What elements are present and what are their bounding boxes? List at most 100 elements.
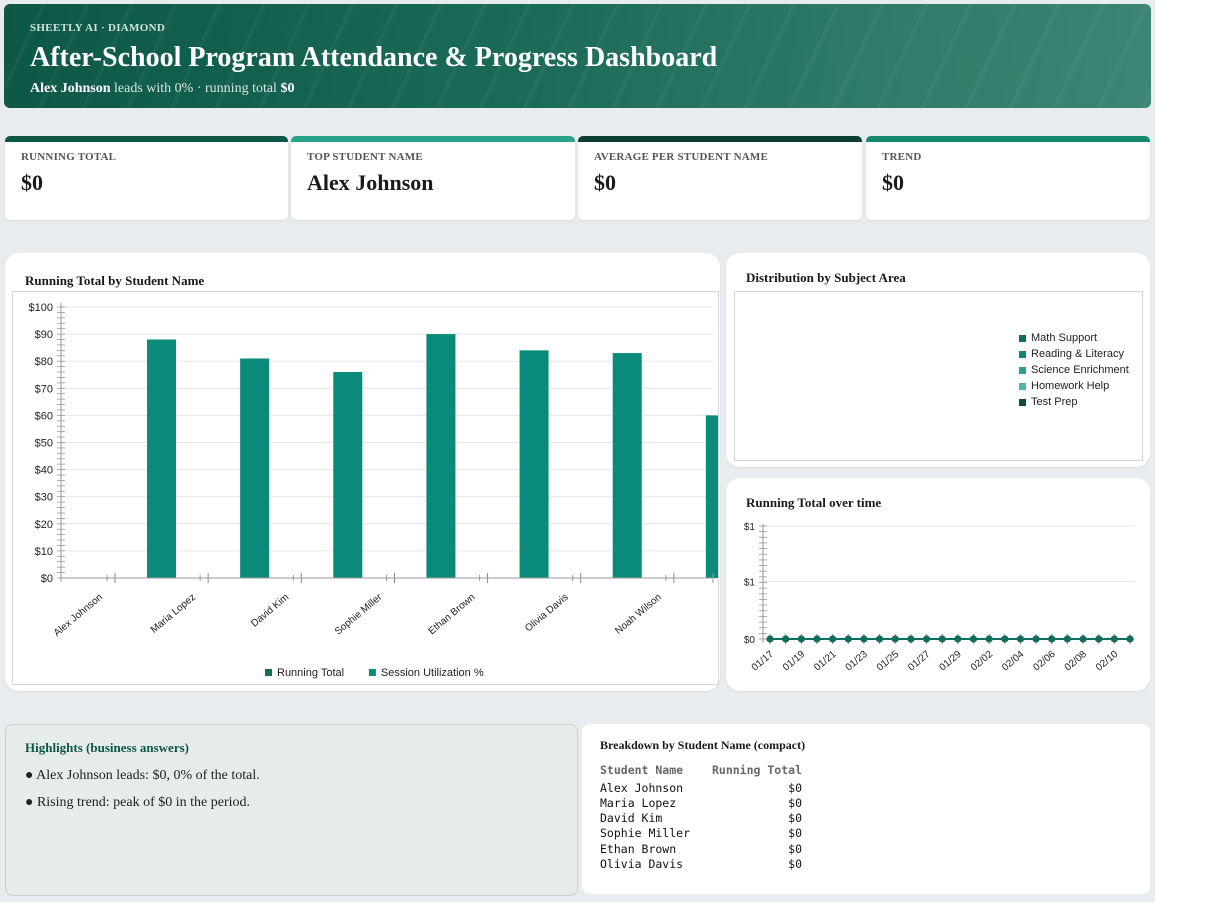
- leader-name: Alex Johnson: [30, 81, 111, 96]
- data-point: [766, 635, 774, 643]
- table-row: Olivia Davis $0: [600, 857, 860, 872]
- y-tick-label: $50: [35, 438, 53, 450]
- breakdown-header-row: Student Name Running Total: [600, 763, 860, 778]
- table-row: David Kim $0: [600, 811, 860, 826]
- legend-swatch: [1019, 382, 1026, 390]
- line-chart-title: Running Total over time: [746, 495, 882, 510]
- data-point: [1126, 635, 1134, 643]
- student-name-cell: David Kim: [600, 811, 663, 825]
- legend-swatch: [1019, 398, 1026, 406]
- student-name-cell: Ethan Brown: [600, 842, 677, 856]
- x-tick-label: 02/08: [1063, 649, 1090, 674]
- x-tick-label: 02/10: [1094, 649, 1121, 674]
- kpi-accent-bar: [5, 136, 288, 142]
- column-header-student: Student Name: [600, 763, 684, 777]
- legend-label: Math Support: [1031, 332, 1098, 344]
- x-tick-label: 02/02: [969, 649, 996, 674]
- bar-session-utilization--maria-lopez: [240, 358, 270, 578]
- column-header-total: Running Total: [711, 763, 802, 777]
- x-tick-label: 02/06: [1031, 649, 1058, 674]
- data-point: [907, 635, 915, 643]
- highlight-item: ● Rising trend: peak of $0 in the period…: [25, 795, 251, 810]
- y-tick-label: $80: [35, 356, 53, 368]
- bar-chart-title: Running Total by Student Name: [25, 273, 205, 288]
- bar-chart-frame: $0 $10 $20 $30 $40 $50 $60 $70 $80 $90 $100 Alex Jo…: [12, 291, 735, 685]
- data-point: [797, 635, 805, 643]
- legend-label: Session Utilization %: [381, 667, 484, 679]
- dashboard-header: SHEETLY AI · DIAMOND After-School Progra…: [4, 4, 1151, 108]
- pie-chart-title: Distribution by Subject Area: [746, 270, 906, 285]
- pie-legend-item: Science Enrichment: [1019, 364, 1129, 376]
- x-tick-label: 01/21: [812, 649, 839, 674]
- highlight-item: ● Alex Johnson leads: $0, 0% of the tota…: [25, 768, 260, 783]
- student-name-cell: Olivia Davis: [600, 857, 684, 871]
- bar-chart-card: Running Total by Student Name $0 $10 $20 $3…: [5, 253, 735, 691]
- x-tick-label: 01/29: [938, 649, 965, 674]
- line-chart-card: Running Total over time $0 $1 $1 01/17 01/19…: [726, 478, 1150, 691]
- data-point: [1032, 635, 1040, 643]
- data-point: [938, 635, 946, 643]
- kpi-running-total: RUNNING TOTAL $0: [5, 136, 288, 220]
- bar-session-utilization--alex-johnson: [147, 339, 176, 578]
- x-tick-label: Olivia Davis: [523, 592, 571, 634]
- y-tick-label: $1: [744, 522, 756, 533]
- table-row: Ethan Brown $0: [600, 842, 860, 857]
- x-tick-label: Maria Lopez: [149, 592, 198, 636]
- y-tick-label: $0: [744, 635, 756, 646]
- kpi-trend: TREND $0: [866, 136, 1150, 220]
- table-row: Alex Johnson $0: [600, 781, 860, 796]
- data-point: [969, 635, 978, 643]
- kpi-accent-bar: [866, 136, 1150, 142]
- data-point: [1048, 635, 1056, 643]
- legend-swatch: [368, 669, 376, 676]
- x-tick-label: 02/04: [1000, 649, 1027, 674]
- header-subtitle: Alex Johnson leads with 0% · running tot…: [30, 81, 294, 97]
- dashboard-canvas: SHEETLY AI · DIAMOND After-School Progra…: [0, 0, 1155, 902]
- running-total-cell: $0: [788, 796, 802, 810]
- x-tick-label: Noah Wilson: [613, 592, 664, 637]
- data-point: [860, 635, 868, 643]
- y-tick-label: $0: [41, 573, 53, 585]
- running-total-cell: $0: [788, 781, 802, 795]
- x-tick-label: 01/17: [750, 649, 777, 674]
- x-tick-label: Alex Johnson: [52, 592, 105, 639]
- data-point: [891, 635, 899, 643]
- data-point: [844, 635, 852, 643]
- pie-legend: Math Support Reading & Literacy Science En…: [1019, 332, 1129, 408]
- bar-session-utilization--david-kim: [333, 372, 363, 578]
- legend-swatch: [1019, 334, 1026, 342]
- running-total-cell: $0: [788, 842, 802, 856]
- running-total-cell: $0: [788, 857, 802, 871]
- data-point: [1095, 635, 1103, 643]
- student-name-cell: Maria Lopez: [600, 796, 677, 810]
- data-point: [829, 635, 837, 643]
- kpi-value: $0: [21, 170, 43, 195]
- kpi-label: TREND: [882, 151, 922, 163]
- x-tick-label: David Kim: [249, 592, 291, 630]
- y-tick-label: $20: [35, 519, 53, 531]
- kpi-accent-bar: [578, 136, 862, 142]
- x-tick-label: 01/27: [906, 649, 933, 674]
- legend-label: Running Total: [277, 667, 344, 679]
- student-name-cell: Sophie Miller: [600, 826, 691, 840]
- y-tick-label: $90: [35, 329, 53, 341]
- pie-chart-frame: Math Support Reading & Literacy Science En…: [734, 291, 1143, 461]
- legend-label: Reading & Literacy: [1031, 348, 1124, 360]
- legend-swatch: [1019, 366, 1026, 374]
- kpi-value: $0: [882, 170, 904, 195]
- page-title: After-School Program Attendance & Progre…: [30, 42, 718, 73]
- data-point: [813, 635, 821, 643]
- y-tick-label: $1: [744, 578, 756, 589]
- line-chart: $0 $1 $1 01/17 01/19 01/21 01/23 01/25 01/27 01/2…: [744, 522, 1134, 674]
- legend-label: Homework Help: [1031, 380, 1110, 392]
- breakdown-panel: Breakdown by Student Name (compact) Stud…: [582, 724, 1150, 894]
- kpi-value: Alex Johnson: [307, 170, 434, 195]
- y-tick-label: $10: [35, 546, 53, 558]
- bar-session-utilization--sophie-miller: [426, 334, 456, 578]
- subtitle-total: $0: [280, 81, 295, 96]
- data-point: [1079, 635, 1087, 643]
- legend-label: Science Enrichment: [1031, 364, 1129, 376]
- legend-swatch: [1019, 350, 1026, 358]
- subtitle-text: leads with 0% · running total: [110, 81, 281, 96]
- y-tick-label: $40: [35, 465, 53, 477]
